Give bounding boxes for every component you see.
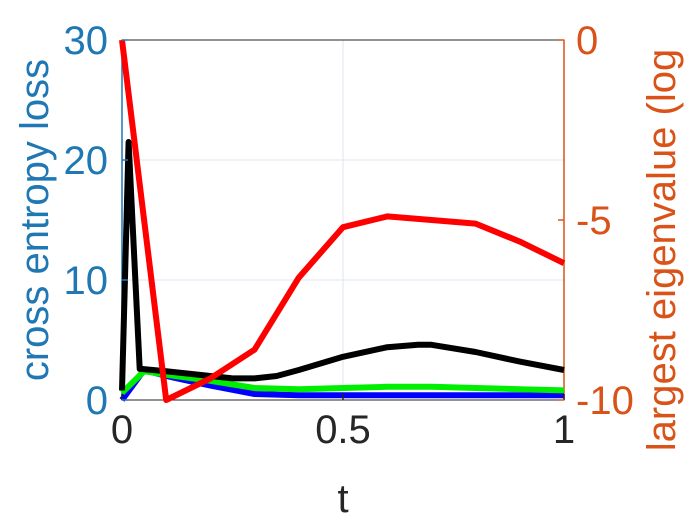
x-tick-label: 1 [553,408,575,452]
series-line-3 [119,139,565,391]
series-line-4 [119,39,566,403]
grid-lines [121,39,565,401]
left-y-tick-label: 0 [86,379,108,423]
right-y-axis-label: largest eigenvalue (log [640,49,684,451]
right-y-tick-label: 0 [576,19,598,63]
x-axis-label: t [337,477,348,521]
x-tick-label: 0 [111,408,133,452]
left-y-tick-label: 10 [64,259,109,303]
left-y-tick-label: 30 [64,19,109,63]
right-y-tick-label: -5 [576,199,612,243]
right-y-tick-label: -10 [576,379,634,423]
left-y-tick-label: 20 [64,139,109,183]
x-tick-label: 0.5 [315,408,371,452]
left-y-axis-label: cross entropy loss [13,59,57,381]
series-layer [119,39,566,403]
